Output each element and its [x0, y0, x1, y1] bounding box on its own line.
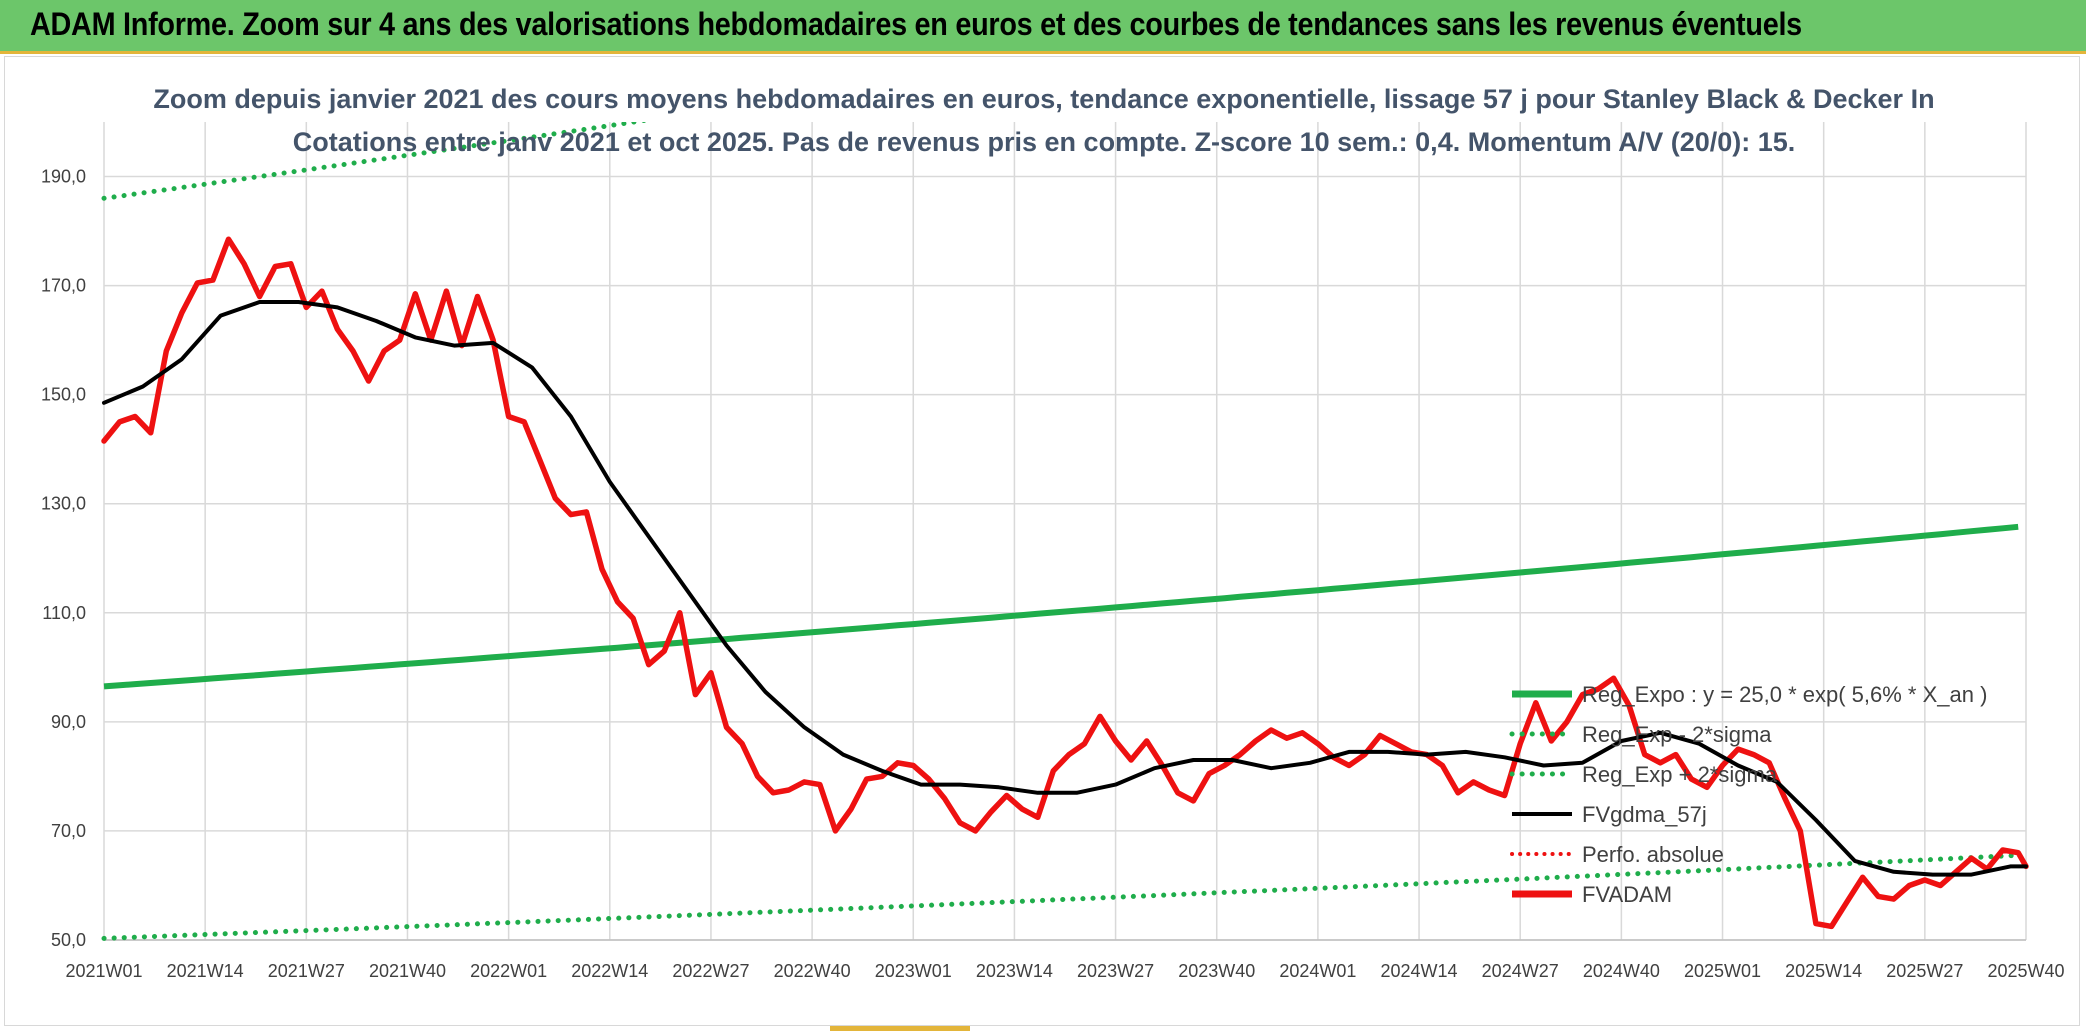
series-fvgdma-57j — [102, 300, 2028, 877]
series-reg-exp-plus-2sigma — [101, 122, 651, 201]
x-tick-label: 2024W01 — [1279, 961, 1356, 981]
y-tick-label: 90,0 — [51, 712, 86, 732]
chart-title: Zoom depuis janvier 2021 des cours moyen… — [153, 84, 1934, 157]
legend-label-fvgdma: FVgdma_57j — [1582, 802, 1707, 827]
legend-label-perfo: Perfo. absolue — [1582, 842, 1724, 867]
chart-frame — [4, 56, 2080, 1026]
series-reg-expo — [103, 523, 2019, 690]
series-fvadam — [101, 236, 2029, 930]
x-tick-label: 2025W01 — [1684, 961, 1761, 981]
legend: Reg_Expo : y = 25,0 * exp( 5,6% * X_an )… — [1509, 682, 1987, 907]
x-tick-label: 2022W01 — [470, 961, 547, 981]
x-tick-label: 2021W01 — [65, 961, 142, 981]
x-tick-label: 2021W40 — [369, 961, 446, 981]
series-layer — [101, 122, 2029, 941]
x-tick-label: 2021W27 — [268, 961, 345, 981]
y-tick-label: 150,0 — [41, 385, 86, 405]
x-tick-label: 2025W40 — [1987, 961, 2064, 981]
x-tick-label: 2022W27 — [672, 961, 749, 981]
bottom-accent-bar — [830, 1026, 970, 1031]
series-reg-exp-minus-2sigma — [101, 852, 2021, 941]
x-tick-label: 2023W40 — [1178, 961, 1255, 981]
x-tick-label: 2021W14 — [167, 961, 244, 981]
x-tick-label: 2024W14 — [1381, 961, 1458, 981]
grid-layer — [103, 122, 2027, 941]
x-tick-label: 2025W27 — [1886, 961, 1963, 981]
y-tick-label: 190,0 — [41, 167, 86, 187]
y-tick-label: 110,0 — [42, 603, 86, 623]
chart-title-line-2: Cotations entre janv 2021 et oct 2025. P… — [293, 127, 1796, 157]
x-tick-label: 2023W27 — [1077, 961, 1154, 981]
x-tick-label: 2025W14 — [1785, 961, 1862, 981]
banner-title: ADAM Informe. Zoom sur 4 ans des valoris… — [30, 6, 1802, 42]
legend-label-reg_expo: Reg_Expo : y = 25,0 * exp( 5,6% * X_an ) — [1582, 682, 1987, 707]
chart-title-line-1: Zoom depuis janvier 2021 des cours moyen… — [153, 84, 1934, 114]
y-tick-label: 50,0 — [51, 930, 86, 950]
x-tick-label: 2023W14 — [976, 961, 1053, 981]
y-tick-label: 130,0 — [41, 494, 86, 514]
y-tick-label: 170,0 — [41, 276, 86, 296]
axis-layer: 50,0 70,0 90,0 110,0 130,0 150,0 170,0 190,0 202… — [41, 167, 2065, 981]
x-tick-label: 2022W40 — [774, 961, 851, 981]
legend-label-reg_minus: Reg_Exp - 2*sigma — [1582, 722, 1772, 747]
y-tick-label: 70,0 — [51, 821, 86, 841]
x-tick-label: 2022W14 — [571, 961, 648, 981]
legend-label-reg_plus: Reg_Exp + 2*sigma — [1582, 762, 1778, 787]
plot-area — [101, 122, 2029, 941]
legend-label-fvadam: FVADAM — [1582, 882, 1672, 907]
x-tick-label: 2024W27 — [1482, 961, 1559, 981]
x-tick-label: 2023W01 — [875, 961, 952, 981]
header-banner: ADAM Informe. Zoom sur 4 ans des valoris… — [0, 0, 2086, 54]
x-tick-label: 2024W40 — [1583, 961, 1660, 981]
